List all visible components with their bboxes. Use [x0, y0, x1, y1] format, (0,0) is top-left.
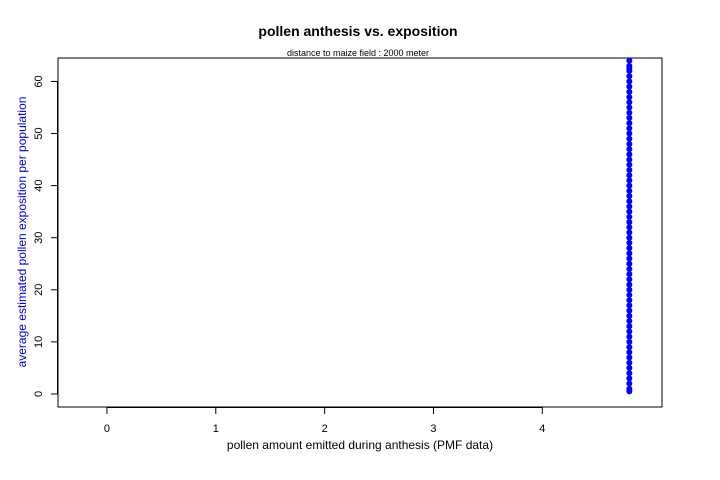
data-point [626, 239, 633, 246]
data-point [626, 88, 633, 95]
y-axis-label: average estimated pollen exposition per … [15, 97, 29, 368]
y-tick-label: 30 [33, 232, 45, 244]
data-point [626, 265, 633, 272]
data-point [626, 286, 633, 293]
data-point [626, 166, 633, 173]
data-point [626, 229, 633, 236]
data-point [626, 276, 633, 283]
data-point [626, 177, 633, 184]
data-point [626, 125, 633, 132]
data-point [626, 130, 633, 137]
data-point [626, 57, 633, 64]
data-point [626, 135, 633, 142]
y-tick-label: 10 [33, 336, 45, 348]
x-tick-label: 3 [430, 423, 436, 435]
data-point [626, 114, 633, 121]
data-point [626, 250, 633, 257]
data-point [626, 203, 633, 210]
data-point [626, 255, 633, 262]
data-point [626, 328, 633, 335]
x-axis-label: pollen amount emitted during anthesis (P… [227, 438, 493, 452]
data-point [626, 193, 633, 200]
data-point [626, 62, 633, 69]
data-point [626, 349, 633, 356]
data-point [626, 109, 633, 116]
data-point [626, 151, 633, 158]
data-point [626, 380, 633, 387]
data-point [626, 120, 633, 127]
data-point [626, 104, 633, 111]
y-tick-label: 20 [33, 284, 45, 296]
data-point [626, 161, 633, 168]
y-tick-label: 0 [33, 391, 45, 397]
data-point [626, 318, 633, 325]
data-point [626, 375, 633, 382]
data-point [626, 78, 633, 85]
x-tick-label: 2 [322, 423, 328, 435]
data-point [626, 260, 633, 267]
x-tick-label: 1 [213, 423, 219, 435]
data-point [626, 307, 633, 314]
data-point [626, 323, 633, 330]
data-point [626, 370, 633, 377]
data-point [626, 224, 633, 231]
x-tick-label: 4 [539, 423, 545, 435]
data-point [626, 292, 633, 299]
data-point [626, 156, 633, 163]
data-point [626, 94, 633, 101]
y-tick-label: 60 [33, 75, 45, 87]
data-point [626, 302, 633, 309]
data-point [626, 364, 633, 371]
x-tick-label: 0 [104, 423, 110, 435]
data-point [626, 312, 633, 319]
data-point [626, 213, 633, 220]
data-point [626, 187, 633, 194]
data-point [626, 208, 633, 215]
data-point [626, 333, 633, 340]
data-point [626, 281, 633, 288]
data-point [626, 271, 633, 278]
y-tick-label: 50 [33, 127, 45, 139]
data-point [626, 83, 633, 90]
data-point [626, 146, 633, 153]
data-point [626, 234, 633, 241]
data-point [626, 354, 633, 361]
data-point [626, 359, 633, 366]
data-point [626, 385, 633, 392]
chart-title: pollen anthesis vs. exposition [258, 23, 457, 39]
chart-subtitle: distance to maize field : 2000 meter [287, 48, 429, 58]
data-point [626, 297, 633, 304]
data-point [626, 338, 633, 345]
data-point [626, 99, 633, 106]
data-point [626, 182, 633, 189]
data-point [626, 344, 633, 351]
data-point [626, 219, 633, 226]
data-points [626, 57, 633, 395]
y-axis: 0 10 20 30 40 50 60 [33, 75, 58, 397]
data-point [626, 172, 633, 179]
data-point [626, 140, 633, 147]
data-point [626, 198, 633, 205]
x-axis: 0 1 2 3 4 [104, 407, 545, 435]
data-point [626, 73, 633, 80]
data-point [626, 245, 633, 252]
y-tick-label: 40 [33, 179, 45, 191]
plot-frame [57, 57, 663, 408]
